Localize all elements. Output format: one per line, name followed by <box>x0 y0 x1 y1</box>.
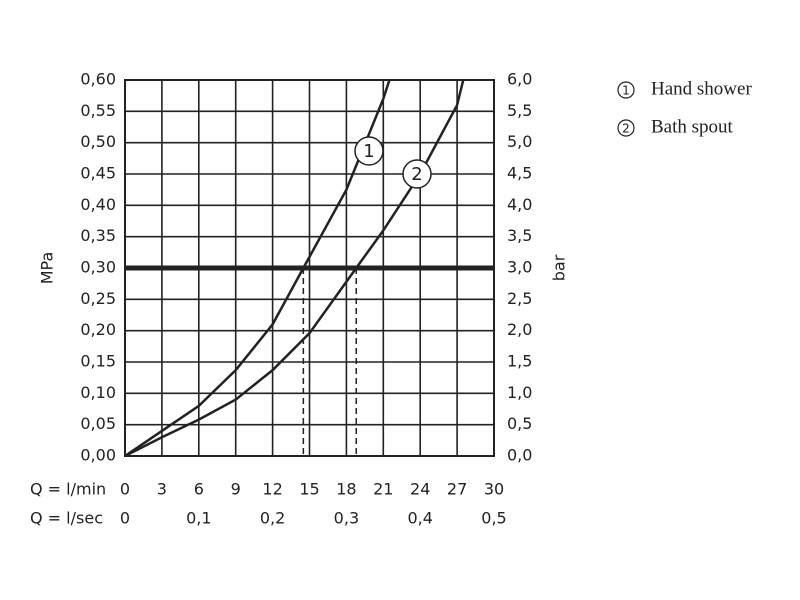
legend-marker-label: 1 <box>622 84 630 98</box>
y-axis-label: MPa <box>38 252 57 285</box>
legend-marker-label: 2 <box>622 122 630 136</box>
x-tick-label: 3 <box>157 480 167 499</box>
y2-tick-label: 5,5 <box>507 101 532 120</box>
x2-tick-label: 0,1 <box>186 509 211 528</box>
x-tick-label: 9 <box>231 480 241 499</box>
y2-tick-label: 3,5 <box>507 226 532 245</box>
y2-tick-label: 1,0 <box>507 383 532 402</box>
y-tick-label: 0,60 <box>80 70 116 89</box>
x-tick-label: 6 <box>194 480 204 499</box>
legend-marker <box>617 81 635 99</box>
y-tick-label: 0,20 <box>80 320 116 339</box>
y-tick-label: 0,05 <box>80 414 116 433</box>
y-tick-label: 0,00 <box>80 446 116 465</box>
y2-tick-label: 5,0 <box>507 132 532 151</box>
y2-tick-label: 1,5 <box>507 352 532 371</box>
y-tick-label: 0,50 <box>80 132 116 151</box>
x-tick-label: 12 <box>262 480 282 499</box>
y2-tick-label: 4,5 <box>507 164 532 183</box>
x-tick-label: 30 <box>484 480 504 499</box>
series-label-circle <box>402 159 432 189</box>
x2-tick-label: 0,3 <box>334 509 359 528</box>
x-tick-label: 15 <box>299 480 319 499</box>
plot-frame <box>124 79 495 457</box>
y2-tick-label: 2,0 <box>507 320 532 339</box>
series-label: 2 <box>411 164 422 185</box>
series-line <box>124 79 391 458</box>
x2-tick-label: 0 <box>120 509 130 528</box>
y-tick-label: 0,25 <box>80 289 116 308</box>
x2-tick-label: 0,5 <box>481 509 506 528</box>
x-axis-label: Q = l/min <box>30 480 106 499</box>
y-tick-label: 0,35 <box>80 226 116 245</box>
y2-tick-label: 6,0 <box>507 70 532 89</box>
series-label: 1 <box>363 141 374 162</box>
y2-tick-label: 4,0 <box>507 195 532 214</box>
y2-tick-label: 3,0 <box>507 258 532 277</box>
y-tick-label: 0,15 <box>80 352 116 371</box>
x-tick-label: 24 <box>410 480 430 499</box>
y-tick-label: 0,10 <box>80 383 116 402</box>
x2-tick-label: 0,4 <box>407 509 432 528</box>
legend-label: Hand shower <box>651 78 752 99</box>
y2-tick-label: 0,5 <box>507 414 532 433</box>
x-tick-label: 27 <box>447 480 467 499</box>
y2-tick-label: 0,0 <box>507 446 532 465</box>
y-tick-label: 0,55 <box>80 101 116 120</box>
series-label-circle <box>354 136 384 166</box>
x-tick-label: 21 <box>373 480 393 499</box>
x-tick-label: 18 <box>336 480 356 499</box>
x2-tick-label: 0,2 <box>260 509 285 528</box>
series-line <box>124 79 465 458</box>
y-tick-label: 0,45 <box>80 164 116 183</box>
y2-tick-label: 2,5 <box>507 289 532 308</box>
y-tick-label: 0,30 <box>80 258 116 277</box>
legend-marker <box>617 119 635 137</box>
y-tick-label: 0,40 <box>80 195 116 214</box>
x-tick-label: 0 <box>120 480 130 499</box>
legend-label: Bath spout <box>651 116 734 137</box>
y2-axis-label: bar <box>550 254 569 281</box>
x2-axis-label: Q = l/sec <box>30 509 103 528</box>
